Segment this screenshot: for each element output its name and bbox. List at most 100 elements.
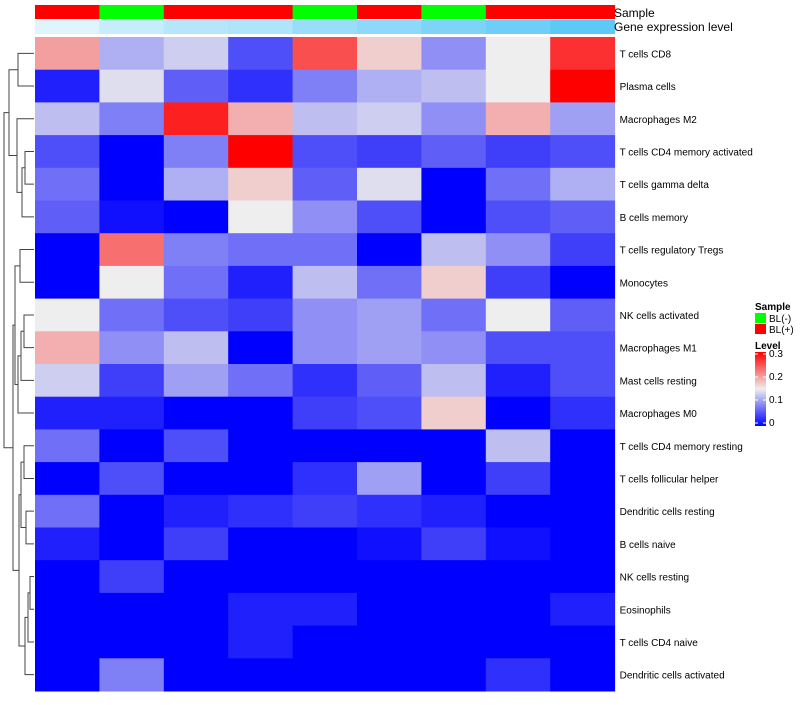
heatmap-cell [35,364,100,398]
heatmap-cell [357,462,422,496]
heatmap-cell [99,298,165,332]
heatmap-cell [292,265,358,300]
heatmap-cell [421,135,487,169]
heatmap-cell [357,331,422,365]
heatmap-cell [228,265,294,300]
heatmap-cell [292,396,358,430]
row-label: T cells regulatory Tregs [620,246,724,257]
heatmap-cell [99,396,165,430]
level-tick-label: 0.1 [769,395,783,406]
heatmap-cell [485,331,551,365]
heatmap-cell [357,429,422,463]
heatmap-cell [99,167,165,201]
heatmap-cell [550,527,616,561]
heatmap-cell [163,37,229,71]
heatmap-cell [163,331,229,365]
heatmap-cell [550,658,616,692]
heatmap-cell [163,527,229,561]
heatmap-cell [421,396,487,430]
heatmap-cell [292,527,358,561]
heatmap-cell [357,364,422,398]
heatmap-cell [99,625,165,659]
heatmap-cell [35,135,100,169]
heatmap-cell [35,331,100,365]
row-label: Monocytes [620,278,668,289]
sample-annotation-cell [357,5,422,19]
heatmap-cell [228,135,294,169]
expression-annotation-cell [228,20,294,34]
heatmap-cell [35,494,100,528]
heatmap-cell [485,494,551,528]
row-label: T cells follicular helper [620,474,719,485]
expression-annotation-cell [292,20,358,34]
heatmap-cell [357,560,422,594]
heatmap-cell [292,560,358,594]
heatmap-cell [550,37,616,71]
row-label: Dendritic cells resting [620,507,715,518]
row-label: B cells naive [620,540,677,551]
heatmap-cell [421,200,487,234]
legend-label-bl-plus: BL(+) [769,325,794,336]
heatmap-cell [228,462,294,496]
heatmap-cell [357,298,422,332]
row-label: Plasma cells [620,82,676,93]
heatmap-cell [292,69,358,103]
heatmap-cell [485,658,551,692]
legend-level-ticks [755,353,766,424]
row-dendrogram [3,52,34,676]
heatmap-cell [35,167,100,201]
heatmap-cell [228,200,294,234]
heatmap-cell [357,658,422,692]
heatmap-cell [292,233,358,267]
heatmap-cell [99,69,165,103]
heatmap-cell [228,69,294,103]
heatmap-cell [35,527,100,561]
dendrogram-branch [19,249,34,283]
heatmap-cell [292,167,358,201]
heatmap-cell [485,625,551,659]
heatmap-cell [357,527,422,561]
heatmap-cell [485,527,551,561]
heatmap-cell [550,135,616,169]
heatmap-cell [485,37,551,71]
heatmap-cell [163,364,229,398]
heatmap-cell [550,396,616,430]
heatmap-cell [550,200,616,234]
heatmap-cell [228,364,294,398]
heatmap-cell [421,364,487,398]
heatmap-cell [99,200,165,234]
heatmap-cell [35,462,100,496]
heatmap-cell [292,429,358,463]
heatmap-cell [357,69,422,103]
heatmap-cell [357,494,422,528]
heatmap-cell [228,167,294,201]
legend-label-bl-minus: BL(-) [769,314,791,325]
heatmap-cell [357,233,422,267]
expression-annotation-cell [99,20,165,34]
sample-annotation-cell [163,5,229,19]
heatmap-cell [99,494,165,528]
heatmap-cell [421,658,487,692]
heatmap-cell [421,527,487,561]
heatmap-cell [99,331,165,365]
sample-annotation-cell [292,5,358,19]
heatmap-cell [485,69,551,103]
heatmap-cell [485,265,551,300]
heatmap-cell [292,200,358,234]
level-tick-label: 0.2 [769,372,783,383]
annotation-labels: Sample Gene expression level [614,6,733,34]
sample-annotation-cell [99,5,165,19]
legend-swatch-bl-plus [755,324,766,334]
dendrogram-branch [27,592,34,643]
heatmap-cell [99,658,165,692]
heatmap-cell [421,560,487,594]
legend-sample-title: Sample [755,302,791,313]
dendrogram-branch [18,494,25,647]
heatmap-cell [421,429,487,463]
heatmap-cell [357,37,422,71]
heatmap-cell [99,233,165,267]
heatmap-cell [550,167,616,201]
dendrogram-branch [23,314,34,349]
legend-level-title: Level [755,341,781,352]
